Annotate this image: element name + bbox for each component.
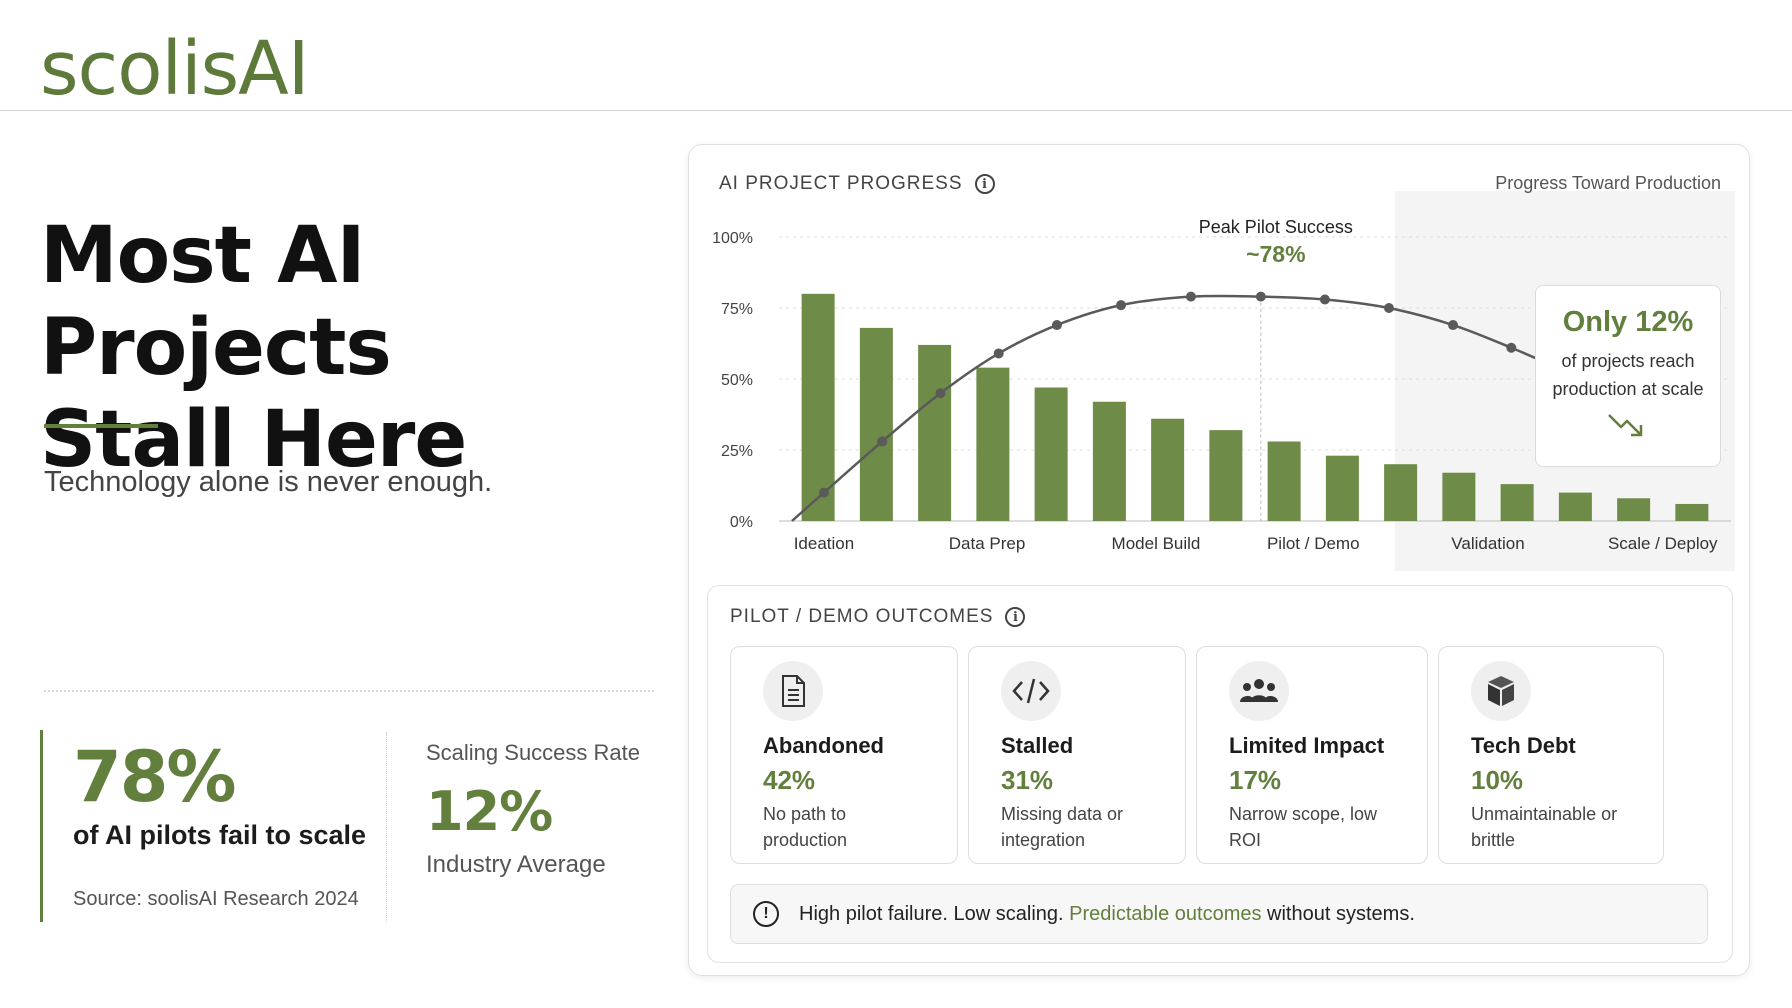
alert-icon: ! [753, 901, 779, 927]
outcomes-panel: PILOT / DEMO OUTCOMES i Abandoned 42% No… [707, 585, 1733, 963]
curve-point [1383, 303, 1394, 313]
curve-point [818, 487, 829, 498]
bar [1442, 472, 1476, 521]
outcomes-title: PILOT / DEMO OUTCOMES i [730, 606, 1026, 628]
curve-point [1116, 300, 1127, 311]
x-stage-label: Model Build [1112, 534, 1201, 553]
bar [1325, 455, 1359, 521]
curve-point [1448, 320, 1459, 331]
outcome-name: Limited Impact [1229, 733, 1385, 758]
bar [1151, 418, 1185, 521]
summary-note: ! High pilot failure. Low scaling. Predi… [730, 884, 1708, 944]
stat-separator [386, 732, 387, 922]
fail-rate-value: 78% [73, 736, 237, 818]
curve-point [1185, 291, 1196, 302]
curve-point [1319, 294, 1330, 305]
y-tick-label: 0% [730, 514, 753, 531]
note-prefix: High pilot failure. Low scaling. [799, 902, 1064, 925]
bar [1209, 430, 1243, 521]
header-divider [0, 110, 1792, 111]
bar [1500, 484, 1534, 521]
curve-point [1051, 320, 1062, 331]
scale-callout: Only 12% of projects reach production at… [1535, 285, 1721, 467]
bar [1267, 441, 1301, 521]
scaling-rate-value: 12% [426, 780, 553, 843]
fail-rate-source: Source: soolisAI Research 2024 [73, 888, 359, 910]
callout-value: Only 12% [1562, 306, 1694, 338]
outcome-percent: 10% [1471, 765, 1524, 795]
bar [1092, 401, 1126, 521]
scaling-rate-label: Scaling Success Rate [426, 740, 640, 765]
tagline: Technology alone is never enough. [44, 466, 493, 498]
y-tick-label: 75% [721, 301, 753, 318]
trend-down-icon [1536, 409, 1720, 446]
bar [1675, 503, 1709, 521]
x-stage-label: Scale / Deploy [1608, 534, 1718, 553]
curve-point [935, 388, 946, 399]
chart-subtitle: Progress Toward Production [1495, 173, 1721, 193]
bar [918, 344, 952, 521]
scaling-rate-subtitle: Industry Average [426, 851, 606, 878]
bar [801, 293, 835, 521]
curve-point [993, 348, 1004, 359]
bar [1384, 464, 1418, 521]
outcome-name: Stalled [1001, 733, 1074, 758]
bar [1034, 387, 1068, 521]
brand-logo: scolisAI [40, 26, 310, 112]
outcome-percent: 17% [1229, 765, 1282, 795]
chart-title: AI PROJECT PROGRESS i [719, 173, 995, 195]
outcome-tile-limited-impact[interactable]: Limited Impact 17% Narrow scope, low ROI [1196, 646, 1428, 864]
x-stage-label: Data Prep [949, 534, 1026, 553]
outcome-percent: 31% [1001, 765, 1054, 795]
code-icon [1001, 661, 1061, 721]
bar [1617, 498, 1651, 521]
document-icon [763, 661, 823, 721]
outcome-tile-abandoned[interactable]: Abandoned 42% No path to production [730, 646, 958, 864]
chart-title-text: AI PROJECT PROGRESS [719, 173, 963, 194]
box-icon [1471, 661, 1531, 721]
fail-rate-description: of AI pilots fail to scale [73, 820, 367, 850]
outcome-description: Narrow scope, low ROI [1229, 804, 1378, 850]
outcome-description: Missing data or integration [1001, 804, 1124, 850]
peak-value: ~78% [1246, 241, 1305, 267]
outcome-name: Tech Debt [1471, 733, 1576, 758]
curve-point [1506, 342, 1517, 353]
curve-point [1255, 291, 1266, 302]
success-curve [791, 294, 1565, 522]
page-title-line-2: Stall Here [40, 395, 467, 485]
y-tick-label: 50% [721, 372, 753, 389]
outcome-percent: 42% [763, 765, 816, 795]
scaling-rate-stat: Scaling Success Rate 12% Industry Averag… [426, 740, 666, 879]
progress-card: 0% 25% 50% 75% 100% Ideation Data Prep Model Bu… [688, 144, 1750, 976]
outcome-description: No path to production [763, 804, 848, 850]
peak-label: Peak Pilot Success [1199, 217, 1353, 237]
outcome-tile-tech-debt[interactable]: Tech Debt 10% Unmaintainable or brittle [1438, 646, 1664, 864]
outcome-description: Unmaintainable or brittle [1471, 804, 1618, 850]
stats-divider [44, 690, 654, 692]
curve-point [877, 436, 888, 447]
chart-info-icon[interactable]: i [974, 174, 995, 194]
y-tick-label: 100% [712, 230, 753, 247]
note-highlight: Predictable outcomes [1069, 902, 1262, 925]
bar [859, 327, 893, 521]
x-stage-label: Pilot / Demo [1267, 534, 1360, 553]
x-stage-label: Validation [1451, 534, 1524, 553]
people-icon [1229, 661, 1289, 721]
y-tick-label: 25% [721, 443, 753, 460]
outcomes-info-icon[interactable]: i [1005, 607, 1026, 627]
outcomes-title-text: PILOT / DEMO OUTCOMES [730, 606, 994, 627]
page-title: Most AI Projects Stall Here [40, 210, 660, 486]
fail-rate-stat: 78% of AI pilots fail to scale Source: s… [40, 730, 383, 922]
note-suffix: without systems. [1267, 902, 1415, 925]
callout-text: of projects reach production at scale [1552, 351, 1704, 399]
page-title-line-1: Most AI Projects [40, 211, 392, 393]
bar [976, 367, 1010, 521]
outcome-tile-stalled[interactable]: Stalled 31% Missing data or integration [968, 646, 1186, 864]
bar [1558, 492, 1592, 521]
title-accent-rule [44, 424, 158, 428]
outcome-name: Abandoned [763, 733, 884, 758]
x-stage-label: Ideation [794, 534, 855, 553]
